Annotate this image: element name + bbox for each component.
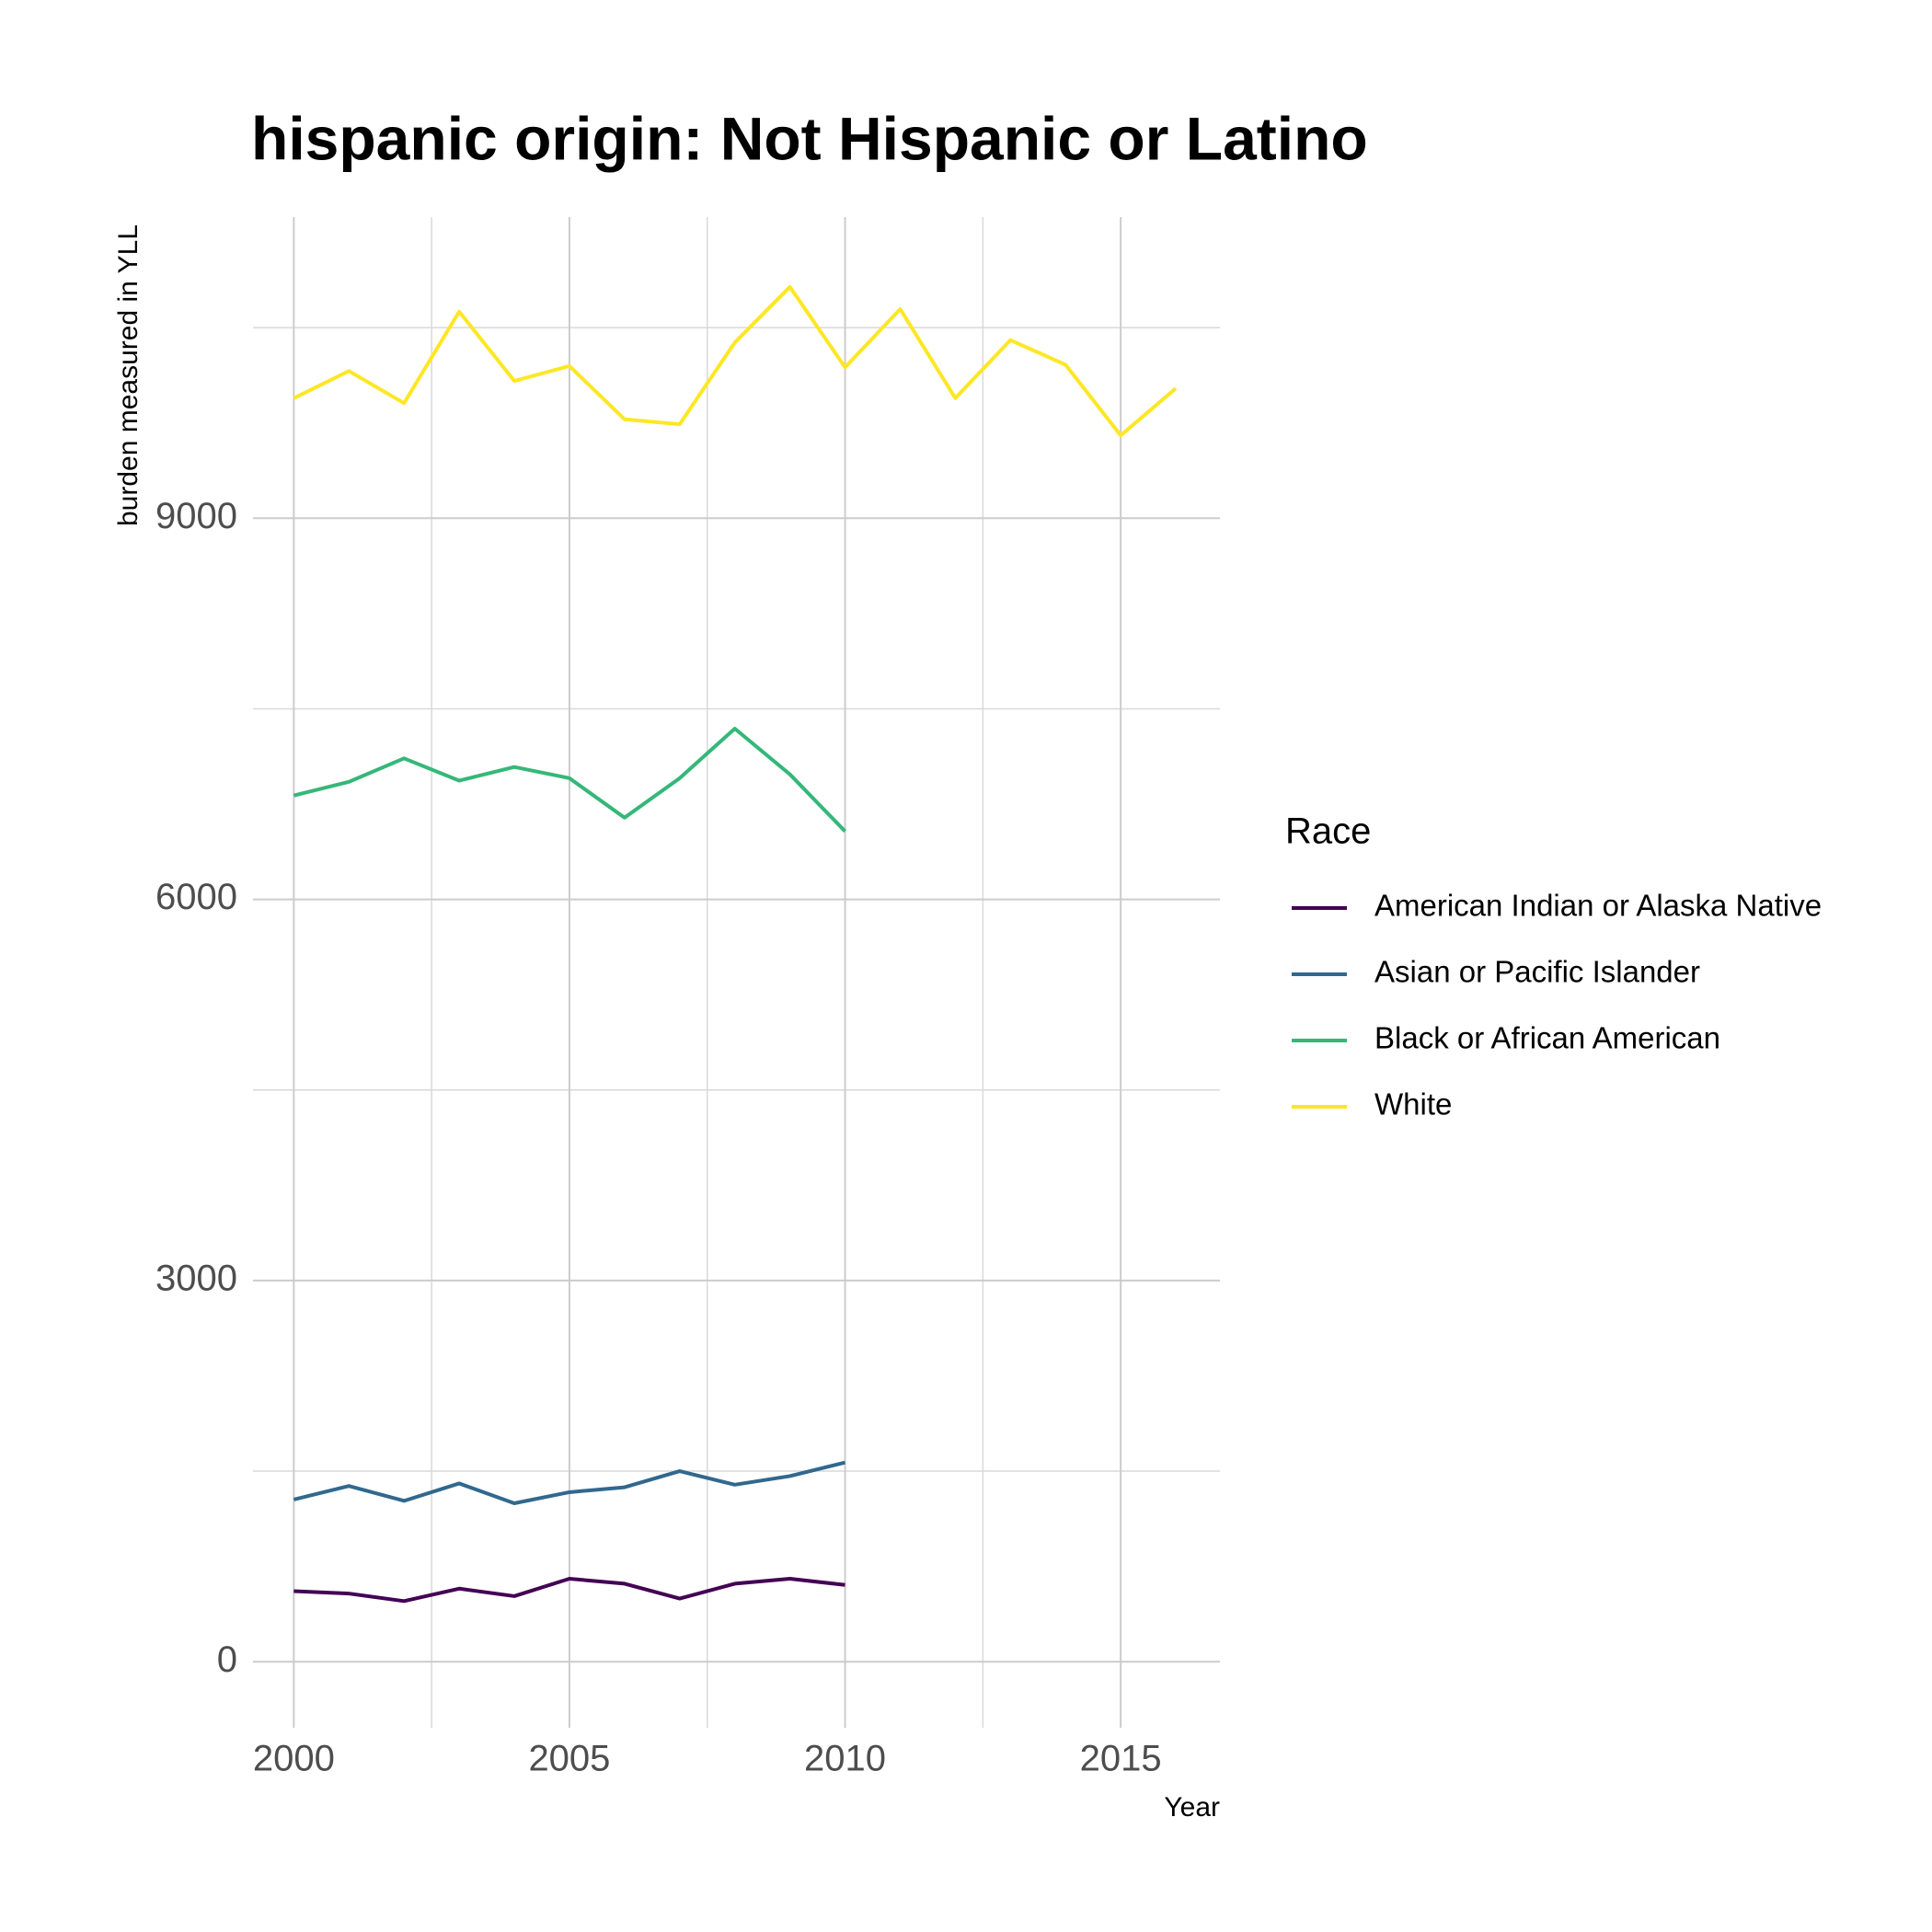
- x-tick-label: 2015: [1080, 1739, 1162, 1779]
- y-tick-label: 6000: [155, 877, 237, 917]
- series-line: [293, 1460, 846, 1505]
- plot-lines: [293, 284, 1178, 1604]
- y-tick-label: 0: [217, 1639, 237, 1680]
- legend-label: Asian or Pacific Islander: [1374, 955, 1700, 989]
- grid: [253, 217, 1220, 1728]
- y-tick-label: 3000: [155, 1258, 237, 1298]
- legend: American Indian or Alaska Native Asian or…: [1292, 889, 1822, 1121]
- legend-title: Race: [1285, 811, 1371, 852]
- series-line: [293, 284, 1178, 438]
- x-tick-label: 2000: [253, 1739, 335, 1779]
- chart-title: hispanic origin: Not Hispanic or Latino: [251, 104, 1368, 172]
- legend-label: American Indian or Alaska Native: [1374, 889, 1822, 923]
- x-tick-label: 2010: [804, 1739, 886, 1779]
- y-axis-label: burden measured in YLL: [113, 224, 144, 526]
- x-tick-label: 2005: [528, 1739, 610, 1779]
- series-line: [293, 1577, 845, 1604]
- x-axis-label: Year: [1164, 1792, 1220, 1823]
- legend-label: White: [1374, 1087, 1452, 1121]
- legend-label: Black or African American: [1374, 1021, 1720, 1055]
- y-tick-label: 9000: [155, 496, 237, 536]
- series-line: [293, 726, 846, 833]
